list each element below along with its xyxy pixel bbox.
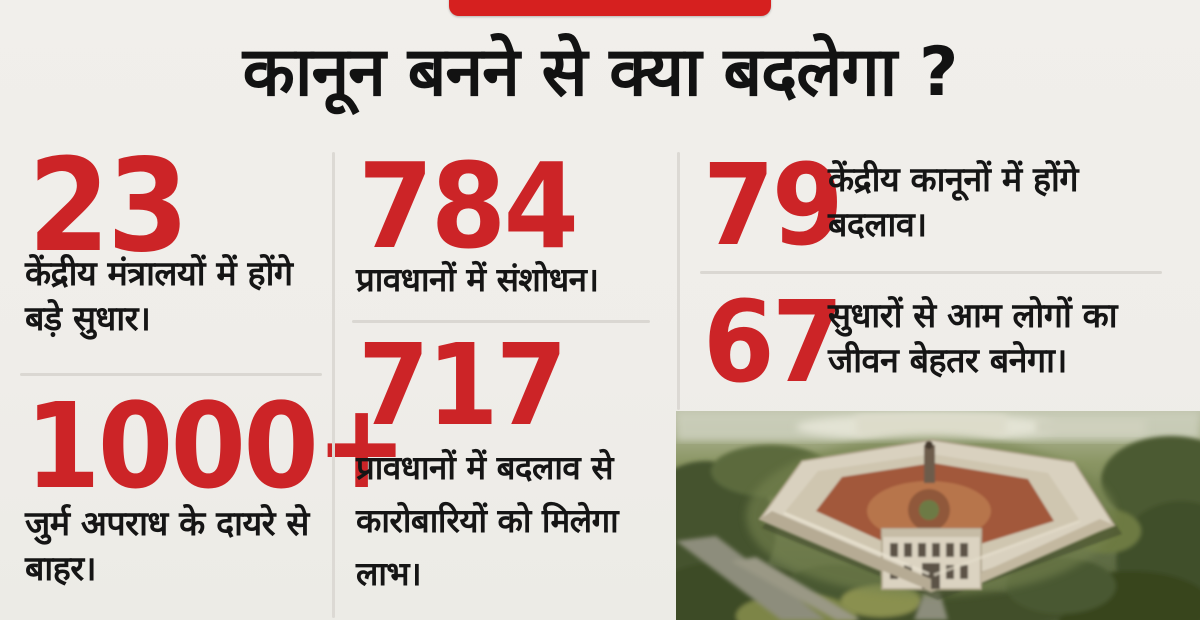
stat-reforms-label: सुधारों से आम लोगों का जीवन बेहतर बनेगा। (828, 296, 1118, 381)
stat-ministries-value: 23 (28, 132, 189, 281)
stat-provisions-label: प्रावधानों में बदलाव से कारोबारियों को म… (356, 448, 619, 593)
divider-col2-col3 (677, 152, 680, 410)
divider-right-column (700, 271, 1162, 274)
red-header-tab (449, 0, 771, 16)
stat-crimes-label: जुर्म अपराध के दायरे से बाहर। (25, 504, 309, 589)
parliament-aerial-photo (676, 411, 1200, 620)
divider-middle-column (352, 320, 650, 323)
divider-left-column (20, 373, 322, 376)
stat-amendments-label: प्रावधानों में संशोधन। (356, 260, 599, 299)
stat-central-laws-value: 79 (703, 141, 844, 271)
stat-amendments-value: 784 (358, 137, 579, 275)
stat-ministries-label: केंद्रीय मंत्रालयों में होंगे बड़े सुधार… (25, 254, 293, 339)
stat-central-laws-label: केंद्रीय कानूनों में होंगे बदलाव। (828, 160, 1079, 245)
stat-crimes-value: 1000+ (25, 377, 407, 515)
stat-provisions-value: 717 (358, 321, 568, 451)
stat-reforms-value: 67 (703, 278, 844, 408)
divider-col1-col2 (332, 152, 335, 618)
page-title: कानून बनने से क्या बदलेगा ? (242, 33, 959, 112)
